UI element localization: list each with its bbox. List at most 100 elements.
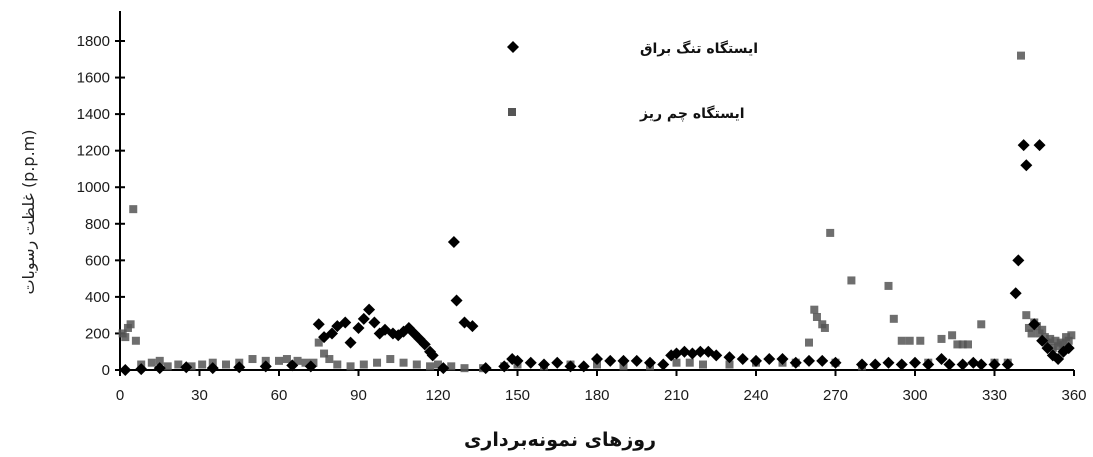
data-point-tang-boragh [450,294,463,307]
data-point-tang-boragh [694,345,707,358]
data-point-tang-boragh [591,353,603,366]
data-point-cham-riz [1022,311,1031,320]
x-tick-label: 60 [271,387,288,404]
data-point-tang-boragh [577,360,590,373]
data-point-tang-boragh [153,362,166,375]
y-tick-label: 600 [85,252,110,269]
data-point-cham-riz [958,340,967,349]
data-point-tang-boragh [1028,318,1041,331]
x-axis-title: روزهای نمونه‌برداری [464,429,656,451]
data-point-cham-riz [434,360,442,369]
data-point-tang-boragh [710,349,723,362]
data-point-cham-riz [174,360,183,369]
data-point-cham-riz [1038,325,1047,334]
x-tick-label: 180 [584,387,609,404]
x-tick-label: 360 [1061,387,1086,404]
data-point-cham-riz [359,360,368,369]
y-tick-label: 200 [85,325,110,342]
data-point-tang-boragh [418,338,431,351]
data-point-cham-riz [131,336,140,345]
data-point-tang-boragh [686,347,699,360]
data-point-cham-riz [905,336,914,345]
data-point-cham-riz [699,360,707,369]
data-point-tang-boragh [135,363,148,376]
data-point-cham-riz [293,356,302,365]
data-point-cham-riz [1046,334,1055,343]
data-point-tang-boragh [119,364,132,376]
data-point-tang-boragh [763,353,776,366]
data-point-tang-boragh [789,356,802,369]
data-point-tang-boragh [206,362,219,375]
data-point-cham-riz [964,340,972,349]
data-point-tang-boragh [344,336,357,349]
legend-marker-diamond [507,41,519,53]
data-point-tang-boragh [630,354,643,367]
data-point-cham-riz [447,362,456,371]
data-point-tang-boragh [363,303,376,316]
data-point-tang-boragh [1020,159,1033,172]
data-point-cham-riz [820,323,829,332]
data-point-tang-boragh [617,354,630,367]
data-point-cham-riz [309,358,318,367]
legend-label-cham-riz: ایستگاه چم ریز [639,105,745,122]
x-tick-label: 30 [191,387,208,404]
data-point-tang-boragh [1062,342,1075,355]
data-point-cham-riz [1040,333,1049,342]
data-point-tang-boragh [352,321,365,334]
data-point-cham-riz [948,331,957,340]
data-point-cham-riz [847,276,856,285]
data-point-cham-riz [1024,323,1033,332]
data-point-cham-riz [1017,51,1025,60]
data-point-tang-boragh [1052,353,1065,366]
x-tick-label: 300 [902,387,927,404]
data-point-cham-riz [346,362,355,371]
data-point-cham-riz [121,333,130,342]
data-point-tang-boragh [816,354,829,367]
data-point-tang-boragh [564,360,577,373]
data-point-tang-boragh [1001,358,1014,371]
data-point-cham-riz [129,205,138,214]
data-point-tang-boragh [882,356,895,369]
data-point-tang-boragh [909,356,921,369]
data-point-cham-riz [725,360,734,369]
data-point-tang-boragh [1012,254,1025,267]
y-tick-label: 1200 [77,143,110,160]
data-point-cham-riz [1027,329,1036,338]
data-point-tang-boragh [975,358,988,371]
y-axis-title: غلظت رسوبات (p.p.m) [19,129,39,294]
y-tick-label: 800 [85,216,110,233]
y-tick-label: 0 [102,362,110,379]
x-tick-label: 270 [823,387,848,404]
data-point-tang-boragh [447,236,460,249]
data-point-tang-boragh [524,356,537,369]
data-point-tang-boragh [657,358,670,371]
data-point-cham-riz [460,364,469,373]
data-point-cham-riz [810,305,819,314]
data-point-cham-riz [373,358,382,367]
data-point-tang-boragh [326,327,338,340]
data-point-cham-riz [222,360,230,369]
data-point-tang-boragh [368,316,381,329]
data-point-tang-boragh [1036,334,1049,347]
data-point-tang-boragh [869,358,882,371]
data-point-tang-boragh [829,356,842,369]
data-point-tang-boragh [956,358,969,371]
data-point-tang-boragh [750,354,762,367]
data-point-tang-boragh [479,362,492,375]
data-point-tang-boragh [895,358,908,371]
data-point-tang-boragh [723,351,736,364]
x-tick-label: 0 [116,387,124,404]
y-tick-label: 1800 [77,33,110,50]
data-point-tang-boragh [1017,139,1030,152]
data-point-cham-riz [685,358,694,367]
tick-labels: 0 200 400 600 800 1000 1200 1400 1600 1800 0 30 60 90… [77,33,1087,404]
data-point-cham-riz [147,358,156,367]
data-point-cham-riz [386,355,395,364]
data-point-cham-riz [275,356,283,365]
data-point-tang-boragh [604,354,617,367]
data-point-cham-riz [1064,336,1073,345]
data-point-tang-boragh [803,354,815,367]
y-tick-label: 1000 [77,179,110,196]
data-point-tang-boragh [856,358,868,371]
